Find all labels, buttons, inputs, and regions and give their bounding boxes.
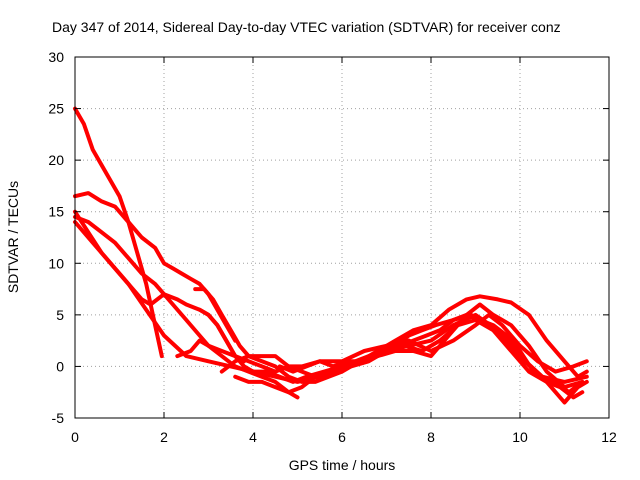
y-tick-label: -5 (52, 410, 65, 426)
series-line-track-11 (277, 312, 585, 400)
y-tick-label: 5 (56, 307, 64, 323)
y-tick-label: 15 (48, 204, 64, 220)
y-tick-label: 25 (48, 101, 64, 117)
y-tick-label: 10 (48, 255, 64, 271)
x-tick-label: 4 (249, 429, 257, 445)
series-line-track-4 (73, 214, 300, 400)
x-tick-label: 10 (512, 429, 528, 445)
axis-ticks (74, 56, 610, 419)
data-series (73, 106, 589, 405)
y-axis-title: SDTVAR / TECUs (5, 181, 21, 293)
x-axis-title: GPS time / hours (289, 457, 396, 473)
x-tick-label: 12 (601, 429, 617, 445)
x-tick-label: 6 (338, 429, 346, 445)
y-tick-label: 0 (56, 358, 64, 374)
y-tick-label: 20 (48, 152, 64, 168)
x-tick-label: 2 (160, 429, 168, 445)
chart-title: Day 347 of 2014, Sidereal Day-to-day VTE… (52, 19, 561, 35)
y-tick-labels: -5 0 5 10 15 20 25 30 (48, 49, 64, 426)
x-tick-label: 0 (71, 429, 79, 445)
x-tick-labels: 0 2 4 6 8 10 12 (71, 429, 617, 445)
x-tick-label: 8 (427, 429, 435, 445)
series-line-track-1 (73, 106, 164, 359)
y-tick-label: 30 (48, 49, 64, 65)
